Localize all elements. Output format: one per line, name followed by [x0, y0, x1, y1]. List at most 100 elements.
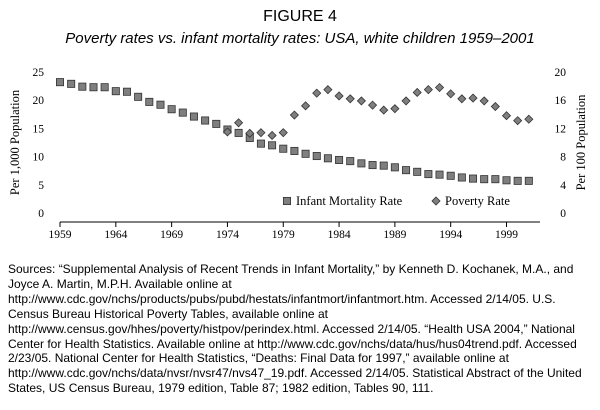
imr-point	[502, 176, 511, 185]
x-tick-label: 1994	[439, 229, 462, 241]
imr-point	[290, 146, 299, 155]
poverty-point	[245, 128, 255, 138]
poverty-point	[356, 96, 366, 106]
imr-point	[312, 152, 321, 161]
imr-point	[56, 78, 65, 87]
poverty-point	[267, 130, 277, 141]
poverty-point	[222, 127, 233, 137]
poverty-point	[501, 111, 512, 121]
legend-label-infant-mortality: Infant Mortality Rate	[296, 194, 403, 208]
imr-point	[89, 83, 98, 92]
imr-point	[234, 128, 243, 137]
poverty-point	[434, 82, 445, 93]
left-tick-label: 25	[33, 67, 45, 79]
poverty-series	[222, 82, 534, 141]
poverty-point	[479, 96, 489, 106]
poverty-point	[524, 114, 534, 124]
imr-point	[402, 166, 411, 175]
right-tick-label: 16	[555, 95, 567, 107]
legend-label-poverty: Poverty Rate	[445, 194, 510, 208]
imr-point	[78, 82, 87, 91]
imr-point	[480, 175, 489, 184]
x-tick-label: 1959	[49, 229, 72, 241]
poverty-point	[345, 94, 355, 104]
poverty-point	[401, 96, 411, 106]
left-tick-label: 10	[33, 152, 45, 164]
x-tick-label: 1969	[160, 229, 183, 241]
left-tick-label: 0	[38, 208, 44, 220]
imr-point	[279, 144, 288, 153]
poverty-point	[390, 104, 400, 114]
imr-point	[256, 139, 265, 148]
imr-point	[335, 155, 344, 164]
legend-marker-infant-mortality	[282, 196, 291, 205]
sources-note: Sources: “Supplemental Analysis of Recen…	[8, 262, 582, 396]
imr-point	[368, 161, 377, 170]
x-tick-label: 1989	[383, 229, 406, 241]
figure-label: FIGURE 4	[263, 8, 337, 25]
right-tick-label: 0	[560, 208, 566, 220]
imr-point	[413, 167, 422, 176]
imr-point	[301, 149, 310, 158]
imr-point	[346, 157, 355, 166]
imr-point	[435, 170, 444, 179]
x-tick-label: 1999	[495, 229, 518, 241]
poverty-point	[334, 91, 344, 101]
left-tick-label: 5	[38, 180, 44, 192]
right-tick-label: 4	[560, 180, 566, 192]
poverty-point	[490, 101, 500, 112]
chart-title: Poverty rates vs. infant mortality rates…	[65, 30, 535, 47]
imr-point	[424, 170, 433, 179]
poverty-point	[457, 94, 467, 104]
imr-point	[122, 87, 131, 96]
imr-point	[212, 119, 221, 128]
imr-point	[446, 171, 455, 180]
imr-point	[513, 176, 522, 185]
imr-point	[201, 116, 210, 125]
poverty-point	[423, 85, 433, 95]
x-tick-label: 1979	[272, 229, 295, 241]
imr-point	[268, 141, 277, 150]
right-tick-label: 12	[555, 123, 567, 135]
left-tick-label: 15	[33, 123, 45, 135]
imr-point	[524, 176, 533, 185]
x-tick-label: 1974	[216, 229, 239, 241]
right-tick-label: 20	[555, 67, 567, 79]
poverty-point	[468, 93, 478, 103]
imr-point	[145, 97, 154, 106]
imr-point	[167, 105, 176, 114]
left-axis-label: Per 1,000 Population	[8, 89, 22, 195]
imr-point	[134, 92, 143, 101]
imr-point	[457, 173, 466, 182]
poverty-point	[234, 118, 244, 128]
poverty-point	[256, 128, 266, 138]
legend: Infant Mortality Rate Poverty Rate	[282, 194, 510, 208]
imr-point	[111, 87, 120, 96]
imr-point	[357, 159, 366, 168]
axes: 1959 1964 1969 1974 1979 1984 1989 1994 1999 0 5 10…	[33, 67, 567, 241]
right-axis-label: Per 100 Population	[574, 94, 588, 191]
imr-point	[100, 83, 109, 92]
left-tick-label: 20	[33, 95, 45, 107]
poverty-point	[446, 89, 456, 99]
chart: Per 1,000 Population Per 100 Population …	[8, 67, 588, 241]
poverty-point	[412, 87, 422, 98]
poverty-point	[312, 88, 322, 98]
poverty-point	[301, 101, 311, 111]
imr-point	[379, 161, 388, 170]
poverty-point	[379, 105, 389, 115]
imr-point	[189, 112, 198, 121]
poverty-point	[278, 128, 288, 138]
right-tick-label: 8	[560, 152, 566, 164]
imr-point	[178, 108, 187, 117]
right-axis-title: Per 100 Population	[574, 94, 588, 191]
left-axis-title: Per 1,000 Population	[8, 89, 22, 195]
imr-point	[469, 174, 478, 183]
x-tick-label: 1964	[104, 229, 127, 241]
imr-point	[491, 175, 500, 184]
imr-point	[67, 79, 76, 88]
imr-point	[390, 163, 399, 172]
poverty-point	[323, 85, 333, 95]
poverty-point	[367, 100, 378, 110]
legend-marker-poverty	[431, 196, 441, 206]
